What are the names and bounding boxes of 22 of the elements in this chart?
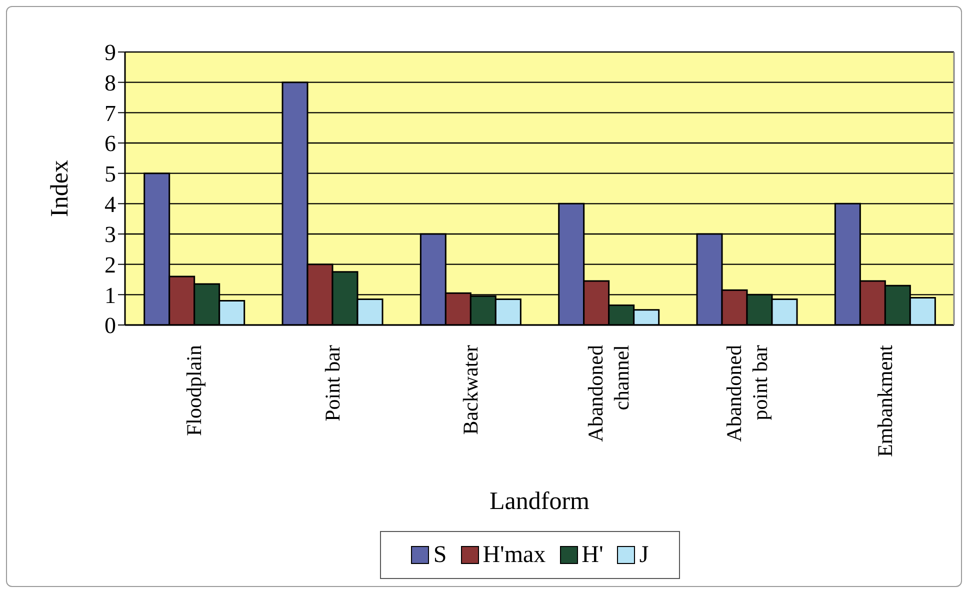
y-tick-label: 4 [104, 192, 116, 217]
x-tick-label: Abandoned point bar [722, 344, 772, 442]
y-tick-label: 6 [104, 131, 116, 156]
legend-label: J [639, 542, 649, 568]
x-tick-label: Point bar [320, 345, 344, 422]
y-tick-label: 7 [104, 100, 116, 126]
y-tick-label: 3 [104, 222, 116, 248]
x-axis-title: Landform [490, 488, 590, 515]
y-tick-label: 0 [104, 313, 116, 338]
y-tick-label: 1 [104, 282, 116, 308]
legend-label: S [433, 542, 447, 568]
x-tick-label: Embankment [872, 344, 897, 457]
y-tick-label: 8 [104, 70, 116, 96]
x-tick-label: Floodplain [182, 344, 206, 436]
x-tick-label: Abandoned channel [584, 344, 634, 442]
y-axis-title: Index [46, 160, 74, 217]
legend-label: H'max [482, 542, 546, 568]
y-tick-label: 2 [104, 252, 116, 278]
y-tick-label: 9 [104, 40, 116, 66]
x-tick-label: Backwater [458, 345, 482, 435]
legend-label: H' [582, 542, 604, 568]
y-tick-label: 5 [104, 162, 116, 186]
